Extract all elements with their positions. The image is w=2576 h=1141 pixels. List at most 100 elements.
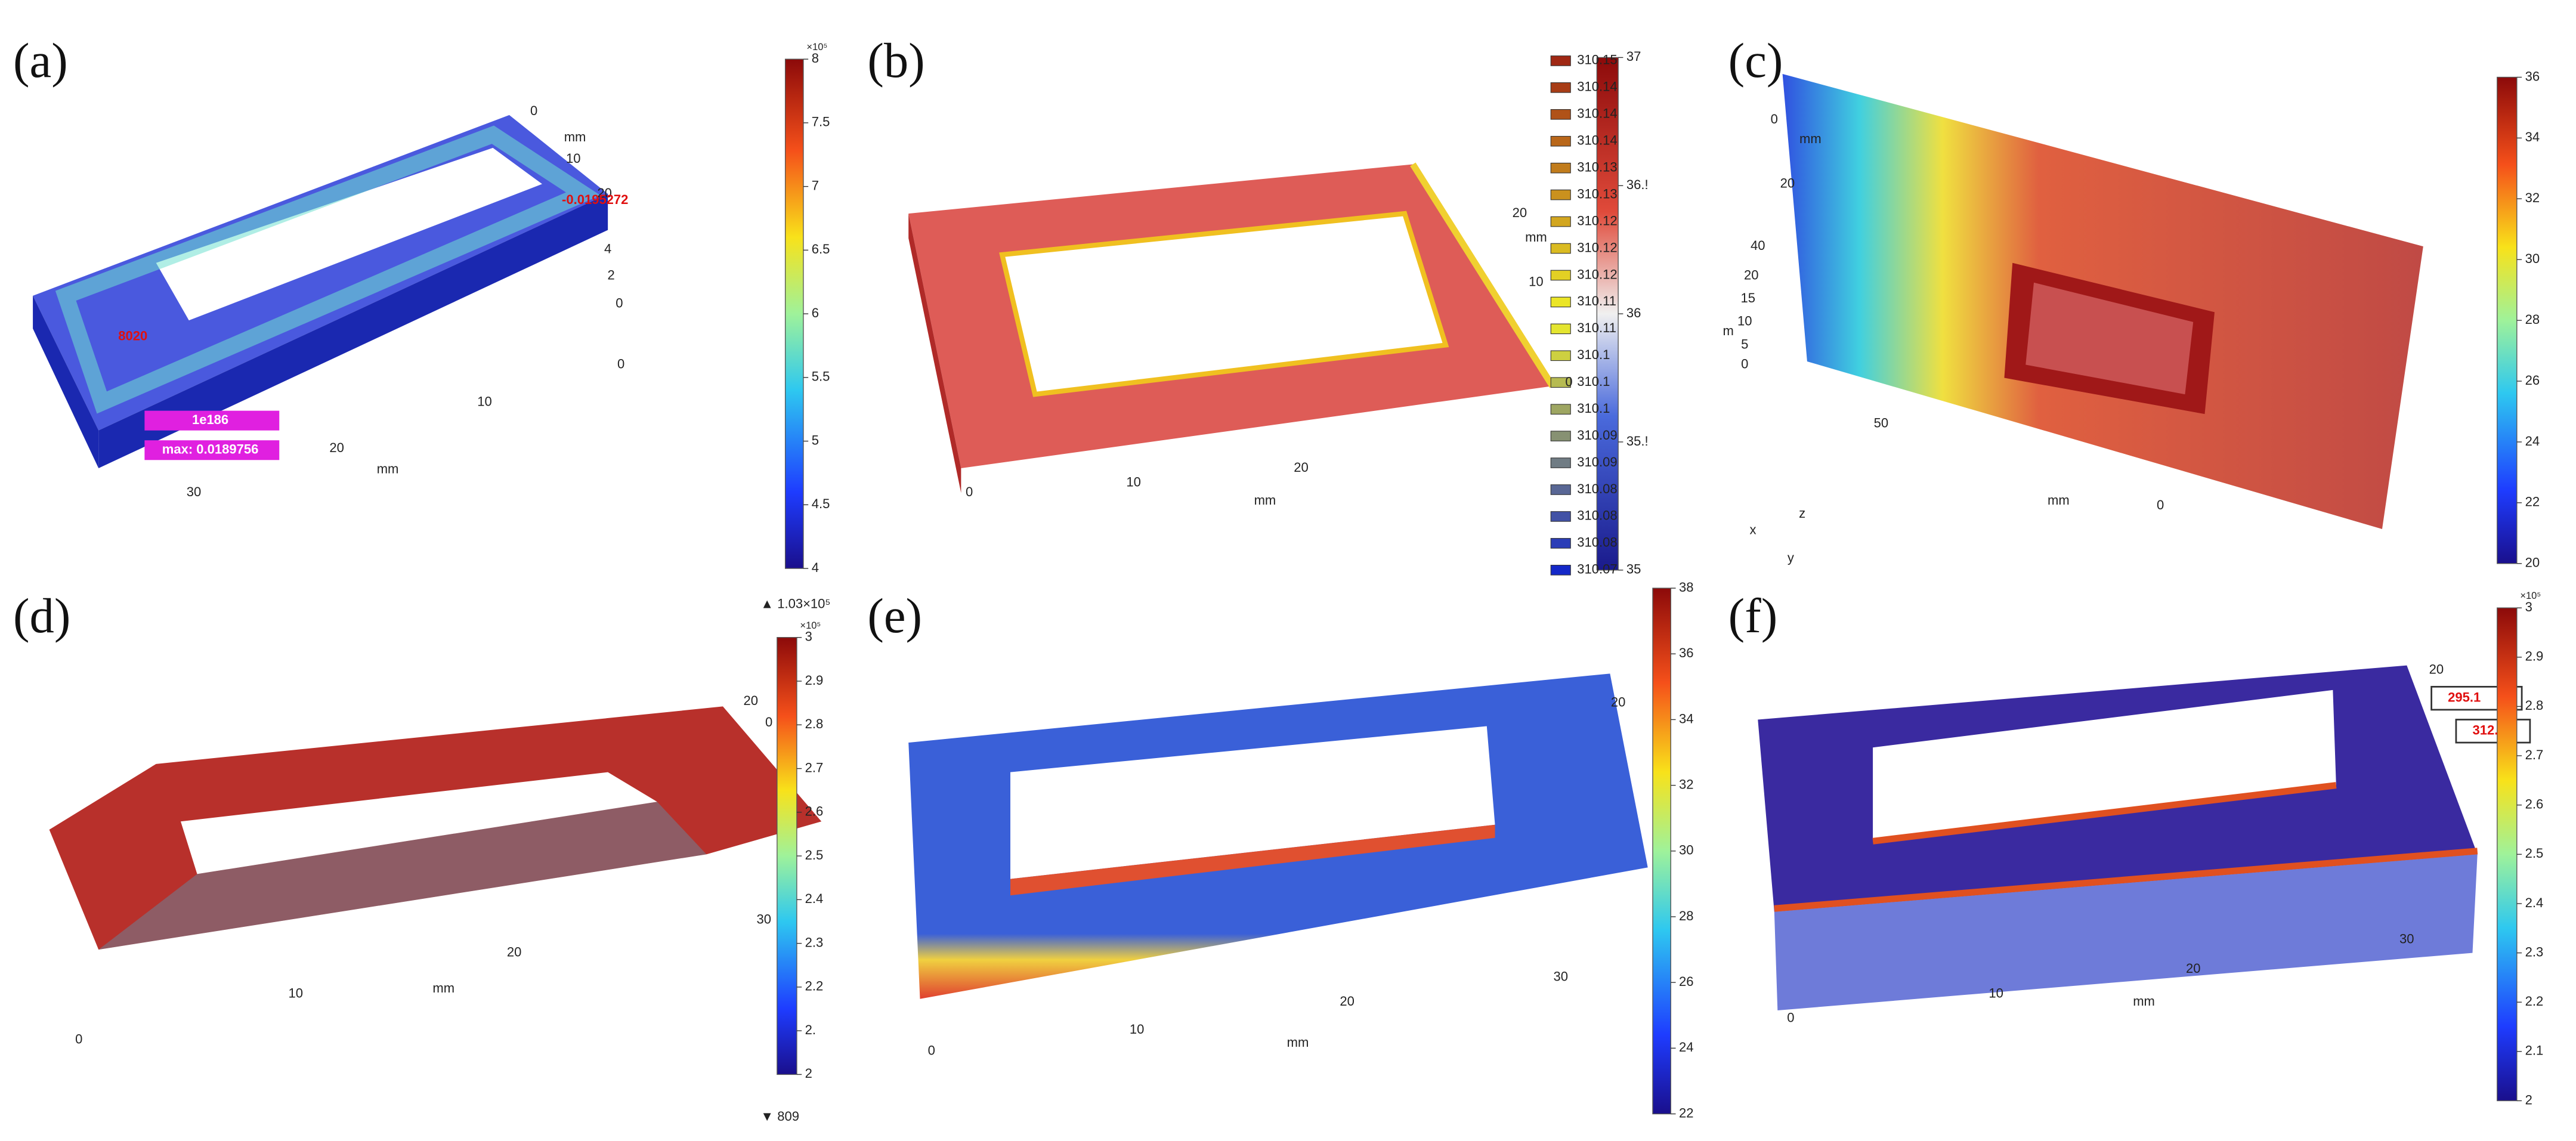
colorbar-tick-label: 5.5 xyxy=(812,369,830,384)
colorbar-tick-label: 5 xyxy=(812,432,819,447)
colorbar-tick-label: 3 xyxy=(805,629,812,644)
axis-label: 10 xyxy=(1126,475,1141,490)
axis-label: 40 xyxy=(1751,238,1765,253)
colorbar xyxy=(1596,57,1619,571)
model-d xyxy=(49,706,822,950)
axis-label: 20 xyxy=(1611,695,1626,710)
legend-swatch xyxy=(1550,511,1571,522)
legend-swatch xyxy=(1550,457,1571,468)
legend-swatch xyxy=(1550,404,1571,415)
colorbar xyxy=(2497,607,2518,1102)
axis-label: 0 xyxy=(2157,497,2164,512)
colorbar-tick-label: 2.4 xyxy=(2525,895,2544,910)
legend-label: 310.11 xyxy=(1577,293,1616,308)
axis-label: mm xyxy=(1254,493,1276,508)
axis-label: 10 xyxy=(1529,274,1544,289)
panel-label: (f) xyxy=(1728,588,1778,643)
colorbar-tick-label: 2 xyxy=(805,1066,812,1081)
axis-label: 5 xyxy=(1741,336,1748,351)
panel-label: (b) xyxy=(867,33,924,88)
legend-swatch xyxy=(1550,564,1571,576)
colorbar-tick-label: 36.! xyxy=(1626,177,1649,192)
colorbar-tick-label: 2.7 xyxy=(805,760,824,775)
axis-label: mm xyxy=(1525,230,1547,245)
panel-label: (e) xyxy=(867,588,922,643)
legend-swatch xyxy=(1550,484,1571,495)
axis-label: mm xyxy=(2133,994,2155,1009)
axis-label: 20 xyxy=(2186,961,2201,976)
colorbar-tick-label: 32 xyxy=(1679,777,1694,791)
legend-label: 310.08 xyxy=(1577,535,1617,550)
axis-label: 20 xyxy=(2429,662,2444,677)
colorbar xyxy=(2497,76,2518,564)
axis-label: m xyxy=(1723,323,1734,338)
axis-label: 0 xyxy=(1787,1010,1794,1025)
axis-label: 4 xyxy=(604,242,611,256)
axis-label: 20 xyxy=(744,693,759,708)
colorbar-tick-label: 2.4 xyxy=(805,891,824,906)
axis-label: 30 xyxy=(757,911,772,926)
legend-swatch xyxy=(1550,243,1571,254)
axis-label: mm xyxy=(432,981,454,995)
axis-label: 20 xyxy=(597,185,611,200)
colorbar-tick-label: 2.3 xyxy=(2525,944,2544,959)
colorbar-tick-label: 2.6 xyxy=(805,804,824,819)
legend-label: 310.12 xyxy=(1577,267,1617,282)
axis-label: mm xyxy=(2048,493,2070,508)
colorbar-tick-label: 22 xyxy=(2525,494,2540,509)
legend-label: 310.08 xyxy=(1577,481,1617,496)
axis-label: 0 xyxy=(75,1031,82,1046)
axis-label: 20 xyxy=(1744,268,1759,283)
axis-label: 0 xyxy=(1565,375,1572,389)
axis-label: 10 xyxy=(566,151,581,166)
axis-label: mm xyxy=(1287,1035,1309,1050)
model-a xyxy=(33,115,608,469)
colorbar-tick-label: 34 xyxy=(1679,711,1694,726)
axis-label: 30 xyxy=(187,484,202,499)
legend-swatch xyxy=(1550,55,1571,66)
legend-label: 310.1 xyxy=(1577,374,1610,389)
axis-label: 20 xyxy=(1294,460,1309,475)
colorbar-tick-label: 2.2 xyxy=(2525,994,2544,1009)
axis-label: 20 xyxy=(507,944,522,959)
axis-label: 15 xyxy=(1740,290,1755,305)
legend-swatch xyxy=(1550,377,1571,388)
model-f xyxy=(1758,665,2531,1011)
panel-label: (a) xyxy=(13,33,68,88)
colorbar-tick-label: 2.3 xyxy=(805,935,824,950)
colorbar-tick-label: 6.5 xyxy=(812,242,830,256)
legend-swatch xyxy=(1550,216,1571,227)
legend-label: 310.08 xyxy=(1577,508,1617,523)
legend-label: 310.1 xyxy=(1577,401,1610,416)
colorbar-tick-label: 24 xyxy=(1679,1040,1694,1055)
colorbar-tick-label: 2.8 xyxy=(805,716,824,731)
legend-label: 310.09 xyxy=(1577,428,1617,443)
colorbar-tick-label: 28 xyxy=(2525,312,2540,327)
axis-label: mm xyxy=(564,129,586,144)
axis-label: 0 xyxy=(966,484,973,499)
colorbar-tick-label: 2.1 xyxy=(2525,1043,2544,1058)
axis-label: 0 xyxy=(1741,356,1748,371)
legend-label: 310.14 xyxy=(1577,106,1617,121)
axis-label: 0 xyxy=(530,103,537,118)
colorbar-tick-label: 3 xyxy=(2525,599,2532,614)
axis-label: 0 xyxy=(928,1043,935,1058)
legend-label: 310.1 xyxy=(1577,347,1610,362)
colorbar-tick-label: 37 xyxy=(1626,49,1641,64)
colorbar-tick-label: 2.9 xyxy=(2525,649,2544,664)
model-c xyxy=(1782,73,2423,529)
panel-label: (d) xyxy=(13,588,70,643)
axis-label: 30 xyxy=(2399,931,2414,946)
axis-label: 20 xyxy=(1780,175,1795,190)
colorbar-tick-label: 2.2 xyxy=(805,979,824,994)
colorbar-tick-label: 2.6 xyxy=(2525,797,2544,812)
colorbar-max: ▲ 1.03×10⁵ xyxy=(760,596,830,611)
colorbar-tick-label: 2. xyxy=(805,1022,816,1037)
colorbar-tick-label: 26 xyxy=(2525,373,2540,388)
axis-label: 0 xyxy=(616,295,623,310)
annotation: -0.0195272 xyxy=(562,192,628,207)
colorbar-tick-label: 35.! xyxy=(1626,434,1649,449)
colorbar xyxy=(1652,587,1671,1115)
legend-label: 310.12 xyxy=(1577,240,1617,255)
